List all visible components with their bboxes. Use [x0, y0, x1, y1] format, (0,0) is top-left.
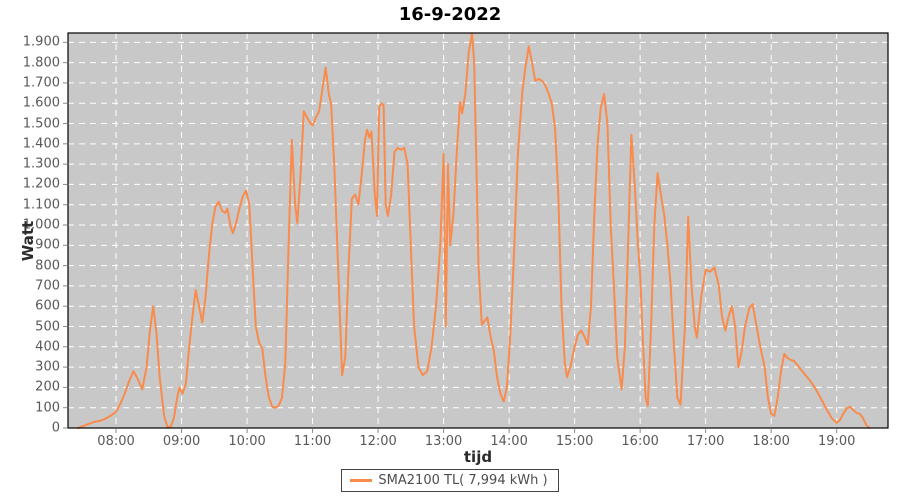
- y-axis-title: Watt: [19, 220, 38, 262]
- x-tick-label: 19:00: [817, 434, 856, 449]
- y-tick-label: 900: [35, 237, 60, 253]
- legend-box: SMA2100 TL( 7,994 kWh ): [341, 469, 559, 492]
- y-tick-label: 1.800: [22, 55, 60, 71]
- x-tick-label: 16:00: [621, 434, 659, 449]
- x-tick-label: 17:00: [686, 434, 725, 449]
- x-tick-label: 18:00: [752, 434, 790, 449]
- y-tick-label: 400: [35, 339, 60, 355]
- chart-title: 16-9-2022: [398, 4, 502, 25]
- y-tick-label: 100: [35, 400, 60, 416]
- y-tick-label: 500: [35, 319, 60, 334]
- y-tick-label: 1.000: [22, 217, 60, 233]
- plot-border: [67, 32, 889, 429]
- x-tick-label: 11:00: [293, 434, 332, 449]
- x-tick-label: 09:00: [162, 434, 201, 449]
- y-tick-label: 800: [35, 258, 60, 274]
- x-tick-label: 10:00: [228, 434, 266, 449]
- series-line: [76, 32, 871, 429]
- axis-ticks: [63, 41, 838, 433]
- y-tick-label: 1.600: [22, 95, 60, 111]
- x-tick-label: 08:00: [97, 434, 135, 449]
- y-tick-label: 600: [35, 298, 60, 314]
- legend: SMA2100 TL( 7,994 kWh ): [0, 469, 900, 492]
- y-tick-label: 300: [35, 359, 60, 375]
- x-tick-label: 14:00: [490, 434, 528, 449]
- y-tick-label: 1.500: [22, 116, 60, 132]
- y-tick-label: 1.400: [22, 136, 60, 152]
- gridlines: [68, 33, 888, 428]
- y-tick-label: 1.700: [22, 75, 60, 91]
- y-tick-label: 1.200: [22, 176, 60, 192]
- y-tick-label: 1.300: [22, 156, 60, 172]
- y-tick-label: 700: [35, 278, 60, 294]
- y-tick-label: 200: [35, 379, 60, 395]
- y-tick-label: 0: [51, 420, 60, 436]
- y-tick-label: 1.900: [22, 34, 60, 50]
- x-axis-title: tijd: [463, 448, 493, 466]
- x-tick-label: 12:00: [359, 434, 397, 449]
- y-tick-label: 1.100: [22, 197, 60, 213]
- x-tick-label: 13:00: [424, 434, 463, 449]
- x-tick-label: 15:00: [555, 434, 594, 449]
- legend-label: SMA2100 TL( 7,994 kWh ): [378, 473, 548, 488]
- legend-line-swatch: [350, 479, 373, 482]
